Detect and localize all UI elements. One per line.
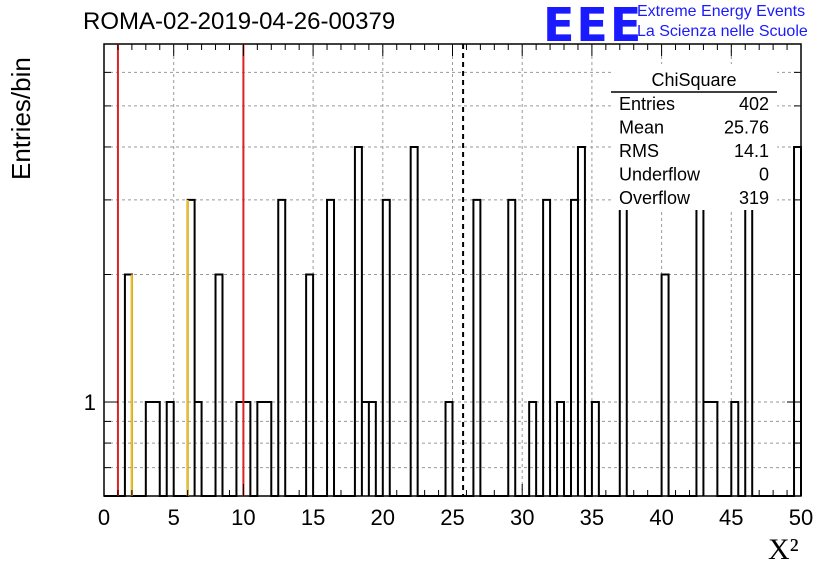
stats-row-label: Overflow [619, 188, 691, 208]
histogram-bin [125, 274, 132, 496]
stats-row-label: Underflow [619, 165, 701, 185]
stats-row-label: Mean [619, 118, 664, 138]
x-tick-label: 25 [440, 505, 464, 530]
histogram-bin [383, 200, 390, 496]
histogram-bin [731, 402, 738, 496]
logo-line-1: Extreme Energy Events [637, 3, 806, 20]
histogram-bin [369, 402, 376, 496]
histogram-outline [104, 145, 802, 497]
eee-logo: EEE [543, 0, 644, 52]
histogram-bin [543, 200, 550, 496]
histogram-bin [195, 402, 202, 496]
stats-row-value: 319 [739, 188, 769, 208]
histogram-bin [508, 200, 515, 496]
histogram-bin [473, 200, 480, 496]
y-tick-label: 1 [84, 390, 96, 415]
stats-row-value: 14.1 [734, 141, 769, 161]
histogram-bin [703, 402, 717, 496]
histogram-bin [327, 200, 334, 496]
histogram-bin [794, 147, 801, 496]
histogram-bin [529, 402, 536, 496]
histogram-bin [662, 274, 669, 496]
stats-row-label: RMS [619, 141, 659, 161]
x-tick-label: 50 [789, 505, 813, 530]
histogram-bin [745, 200, 752, 496]
stats-row-value: 402 [739, 94, 769, 114]
stats-row-value: 0 [759, 165, 769, 185]
histogram-bin [411, 147, 418, 496]
x-tick-label: 10 [231, 505, 255, 530]
histogram-bin [167, 402, 174, 496]
x-tick-label: 30 [510, 505, 534, 530]
histogram-bin [446, 402, 453, 496]
stats-row-value: 25.76 [724, 118, 769, 138]
chart-title: ROMA-02-2019-04-26-00379 [83, 8, 396, 35]
histogram-bin [257, 402, 271, 496]
stats-row-label: Entries [619, 94, 675, 114]
stats-box-title: ChiSquare [651, 70, 736, 90]
stats-box-bg [611, 64, 777, 210]
x-tick-label: 20 [371, 505, 395, 530]
x-tick-label: 15 [301, 505, 325, 530]
x-tick-label: 40 [649, 505, 673, 530]
histogram-bin [571, 200, 578, 496]
histogram-bin [146, 402, 160, 496]
x-tick-label: 45 [719, 505, 743, 530]
x-tick-label: 0 [98, 505, 110, 530]
histogram-bin [188, 200, 195, 496]
histogram-bin [362, 402, 369, 496]
histogram-bin [355, 147, 362, 496]
histogram-bin [216, 274, 223, 496]
histogram-bin [557, 402, 564, 496]
histogram-bin [578, 147, 585, 496]
logo-line-2: La Scienza nelle Scuole [637, 23, 808, 40]
x-tick-label: 35 [580, 505, 604, 530]
histogram-bin [306, 274, 313, 496]
histogram-bin [592, 402, 599, 496]
x-axis-label: X² [768, 533, 799, 566]
x-tick-label: 5 [168, 505, 180, 530]
histogram-bin [278, 200, 285, 496]
